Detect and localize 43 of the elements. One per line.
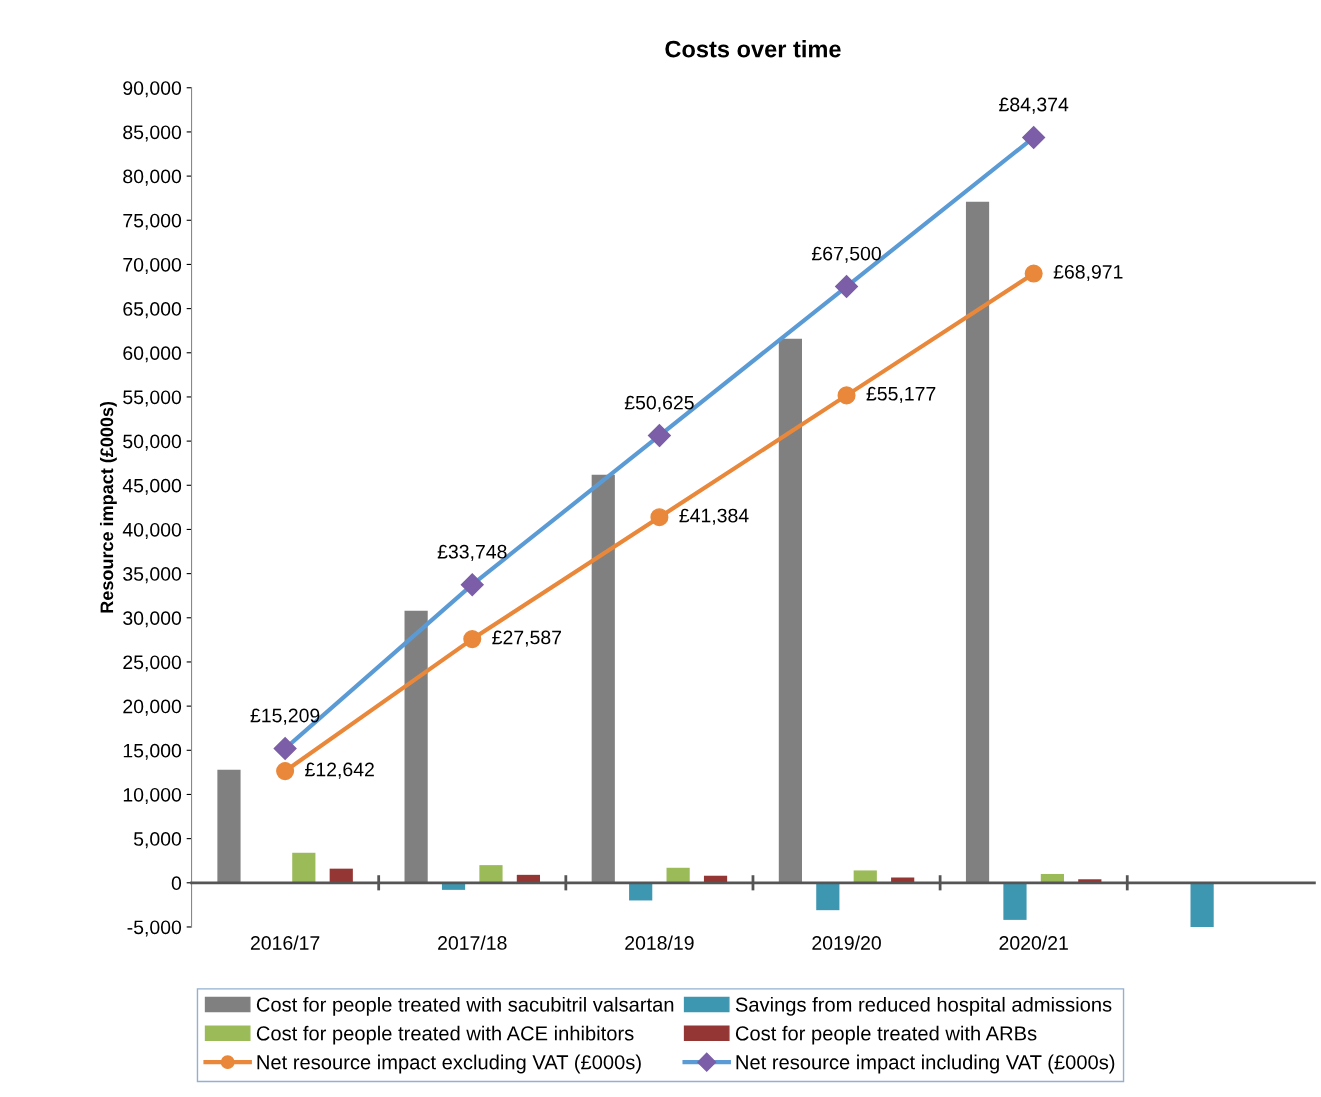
y-tick-label: 90,000 <box>123 81 182 98</box>
y-tick-label: 20,000 <box>123 699 182 716</box>
data-label: £15,209 <box>250 708 320 725</box>
y-tick-label: 85,000 <box>123 125 182 142</box>
y-axis-title: Resource impact (£000s) <box>99 401 117 613</box>
legend-label: Net resource impact including VAT (£000s) <box>736 1054 1115 1074</box>
x-tick-label: 2016/17 <box>250 935 320 950</box>
y-tick-label: 5,000 <box>133 832 182 849</box>
y-tick-label: 65,000 <box>123 302 182 319</box>
y-tick-label: 50,000 <box>123 434 182 451</box>
y-tick-label: 45,000 <box>122 478 182 495</box>
y-tick-label: 25,000 <box>123 655 182 672</box>
data-label: £12,642 <box>305 762 374 779</box>
y-tick-label: 75,000 <box>123 213 182 230</box>
y-tick-label: 35,000 <box>123 567 182 584</box>
y-tick-label: 40,000 <box>122 522 182 539</box>
data-label: £33,748 <box>437 544 507 561</box>
y-tick-label: 80,000 <box>123 169 182 186</box>
data-label: £27,587 <box>492 630 562 647</box>
legend-label: Cost for people treated with ACE inhibitors <box>256 1025 634 1045</box>
y-tick-label: 30,000 <box>123 611 182 628</box>
x-tick-label: 2020/21 <box>999 935 1068 950</box>
data-label: £41,384 <box>679 508 749 525</box>
x-tick-label: 2017/18 <box>438 935 507 950</box>
data-label: £50,625 <box>624 395 694 412</box>
y-tick-label: -5,000 <box>127 920 182 937</box>
y-tick-label: 70,000 <box>123 257 182 274</box>
legend-label: Savings from reduced hospital admissions <box>735 996 1112 1016</box>
data-label: £84,374 <box>999 97 1069 114</box>
data-label: £67,500 <box>811 246 881 263</box>
y-tick-label: 15,000 <box>123 743 182 760</box>
x-tick-label: 2018/19 <box>625 935 694 950</box>
y-tick-label: 10,000 <box>123 787 182 804</box>
x-tick-label: 2019/20 <box>812 935 881 950</box>
y-tick-label: 60,000 <box>123 346 182 363</box>
y-tick-label: 55,000 <box>123 390 182 407</box>
data-label: £68,971 <box>1053 264 1123 282</box>
legend-label: Net resource impact excluding VAT (£000s) <box>257 1054 641 1074</box>
legend-label: Cost for people treated with ARBs <box>735 1025 1037 1045</box>
data-label: £55,177 <box>866 386 936 403</box>
legend-label: Cost for people treated with sacubitril valsartan <box>256 996 674 1016</box>
chart-title: Costs over time <box>665 40 841 58</box>
y-tick-label: 0 <box>171 876 182 891</box>
